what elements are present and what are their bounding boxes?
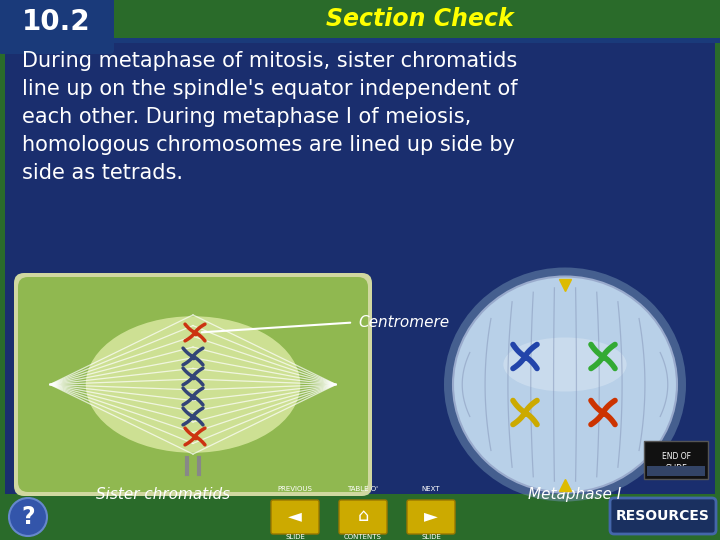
Ellipse shape [86,316,300,453]
Text: ?: ? [21,505,35,529]
Text: Metaphase I: Metaphase I [528,487,621,502]
Bar [0,494,720,540]
Text: PREVIOUS: PREVIOUS [278,486,312,492]
Text: Sister chromatids: Sister chromatids [96,487,230,502]
Text: Centromere: Centromere [358,315,449,330]
Text: ⌂: ⌂ [357,507,369,525]
Text: RESOURCES: RESOURCES [616,509,710,523]
Text: NEXT: NEXT [422,486,440,492]
Text: CONTENTS: CONTENTS [344,534,382,540]
Ellipse shape [444,267,686,502]
FancyBboxPatch shape [271,500,319,534]
Text: END OF: END OF [662,452,690,461]
FancyBboxPatch shape [610,498,716,534]
Text: ►: ► [424,507,438,525]
Text: SLIDE: SLIDE [285,534,305,540]
Text: 10.2: 10.2 [22,8,90,36]
Text: ◄: ◄ [288,507,302,525]
FancyBboxPatch shape [14,273,372,496]
Bar [0,0,720,38]
Ellipse shape [9,498,47,536]
Bar [0,38,720,43]
FancyBboxPatch shape [18,277,368,492]
Text: Section Check: Section Check [326,7,514,31]
Ellipse shape [453,276,677,492]
Bar [5,43,715,494]
Bar [647,466,705,476]
Ellipse shape [503,338,626,392]
FancyBboxPatch shape [644,441,708,479]
Text: SLIDE: SLIDE [421,534,441,540]
FancyBboxPatch shape [339,500,387,534]
FancyBboxPatch shape [407,500,455,534]
FancyBboxPatch shape [0,0,114,54]
Text: During metaphase of mitosis, sister chromatids
line up on the spindle's equator : During metaphase of mitosis, sister chro… [22,51,518,183]
Text: SLIDE: SLIDE [665,464,687,473]
Text: TABLE O': TABLE O' [348,486,379,492]
